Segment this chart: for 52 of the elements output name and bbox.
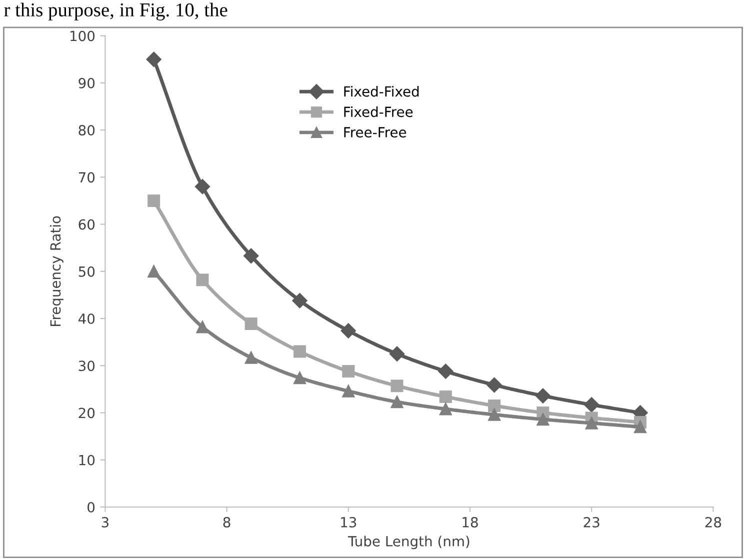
- point: [584, 397, 600, 412]
- point: [389, 346, 405, 362]
- y-tick-label: 60: [78, 219, 95, 230]
- y-tick-label: 90: [78, 78, 95, 88]
- point: [293, 372, 306, 384]
- point: [488, 408, 501, 421]
- point: [148, 194, 160, 207]
- point: [536, 413, 550, 426]
- point: [585, 416, 598, 430]
- y-tick-label: 50: [78, 266, 95, 277]
- y-axis-title: Frequency Ratio: [50, 216, 64, 326]
- point: [293, 345, 306, 358]
- point: [146, 52, 162, 67]
- point: [439, 390, 452, 403]
- point: [342, 384, 355, 398]
- point: [196, 320, 209, 334]
- legend-label: Fixed-Fixed: [344, 86, 419, 97]
- x-tick-label: 8: [223, 516, 230, 528]
- x-tick-label: 3: [102, 516, 108, 528]
- point: [196, 274, 209, 286]
- point: [634, 420, 646, 434]
- point: [535, 388, 551, 404]
- legend-label: Fixed-Free: [344, 106, 413, 118]
- point: [390, 380, 404, 392]
- point: [439, 402, 452, 416]
- point: [244, 317, 258, 330]
- point: [488, 399, 501, 412]
- y-tick-label: 80: [78, 124, 95, 136]
- point: [194, 179, 210, 194]
- x-tick-label: 28: [705, 516, 722, 528]
- x-tick-label: 13: [341, 516, 356, 528]
- point: [244, 248, 259, 264]
- y-tick-label: 20: [78, 408, 95, 418]
- point: [438, 364, 454, 379]
- x-axis-title: Tube Length (nm): [348, 536, 470, 550]
- text: r this purpose, in Fig. 10, the: [4, 2, 228, 20]
- point: [342, 365, 355, 378]
- point: [292, 293, 308, 308]
- y-tick-label: 100: [70, 30, 95, 42]
- y-tick-label: 70: [78, 172, 95, 183]
- y-tick-label: 30: [78, 360, 95, 372]
- y-tick-label: 40: [78, 313, 95, 324]
- x-tick-label: 23: [584, 516, 600, 528]
- point: [340, 323, 356, 338]
- y-tick-label: 10: [79, 454, 95, 466]
- point: [244, 351, 258, 364]
- point: [148, 265, 160, 278]
- legend-label: Free-Free: [344, 127, 406, 138]
- x-tick-label: 18: [462, 516, 478, 528]
- y-tick-label: 0: [88, 502, 95, 512]
- point: [390, 396, 404, 408]
- point: [486, 377, 502, 393]
